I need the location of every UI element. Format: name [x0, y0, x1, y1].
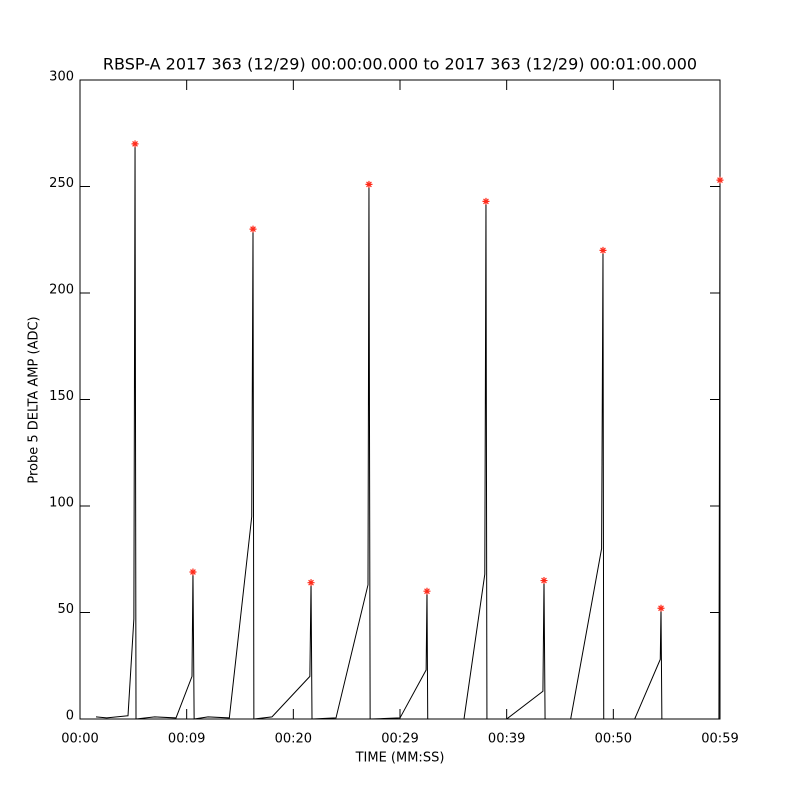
- x-tick-label: 00:59: [701, 732, 738, 747]
- y-tick-label: 250: [49, 176, 74, 191]
- y-tick-label: 100: [49, 496, 74, 511]
- x-tick-label: 00:09: [168, 732, 205, 747]
- peak-marker: [131, 140, 139, 148]
- peak-marker: [189, 568, 197, 576]
- y-tick-label: 200: [49, 283, 74, 298]
- y-tick-label: 50: [57, 602, 74, 617]
- data-line: [95, 143, 721, 720]
- peak-marker: [657, 604, 665, 612]
- x-tick-label: 00:20: [275, 732, 312, 747]
- peak-marker: [249, 225, 257, 233]
- peak-marker: [540, 577, 548, 585]
- peak-marker: [307, 579, 315, 587]
- y-axis-label: Probe 5 DELTA AMP (ADC): [27, 316, 42, 483]
- peak-marker: [716, 176, 724, 184]
- peak-marker: [423, 587, 431, 595]
- peak-marker: [365, 180, 373, 188]
- peak-marker: [482, 197, 490, 205]
- peak-marker: [599, 246, 607, 254]
- x-tick-label: 00:39: [488, 732, 525, 747]
- x-axis-label: TIME (MM:SS): [355, 751, 445, 766]
- x-tick-label: 00:50: [595, 732, 632, 747]
- x-tick-label: 00:00: [61, 732, 98, 747]
- y-tick-label: 0: [66, 709, 74, 724]
- chart-title: RBSP-A 2017 363 (12/29) 00:00:00.000 to …: [103, 55, 697, 74]
- y-tick-label: 150: [49, 389, 74, 404]
- x-tick-label: 00:29: [381, 732, 418, 747]
- y-tick-label: 300: [49, 70, 74, 85]
